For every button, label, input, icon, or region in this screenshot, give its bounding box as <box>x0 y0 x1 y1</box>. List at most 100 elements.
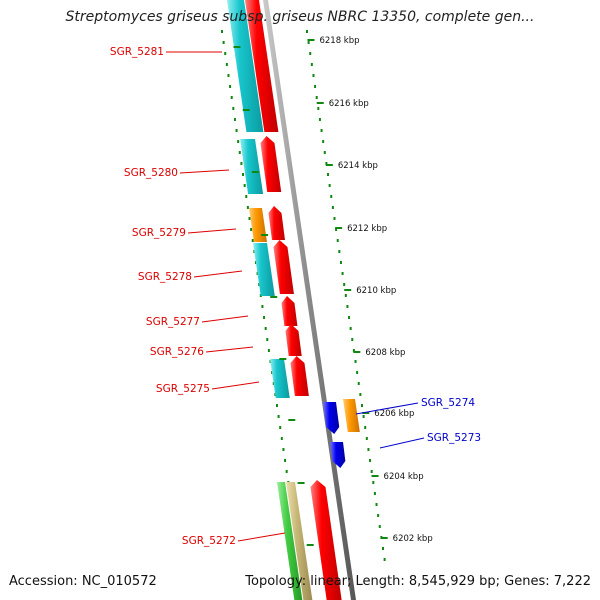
gene-block-sgr-5275 <box>270 359 290 398</box>
genome-backbone <box>263 0 356 600</box>
scale-dot <box>306 30 308 33</box>
scale-dot <box>245 195 248 198</box>
accession-text: Accession: NC_010572 <box>9 574 157 589</box>
scale-dot <box>377 514 380 517</box>
scale-dot <box>351 338 354 341</box>
leader-line <box>205 346 254 353</box>
cds-arrow-sgr-5278 <box>273 240 294 294</box>
gene-label-sgr-5275[interactable]: SGR_5275 <box>156 383 210 395</box>
scale-label: 6214 kbp <box>338 161 378 171</box>
gene-label-sgr-5272[interactable]: SGR_5272 <box>182 535 236 547</box>
gene-label-sgr-5278[interactable]: SGR_5278 <box>138 271 192 283</box>
scale-label: 6202 kbp <box>393 534 433 544</box>
scale-dot <box>359 393 362 396</box>
scale-dot <box>373 492 376 495</box>
scale-label: 6216 kbp <box>329 99 369 109</box>
scale-label: 6206 kbp <box>374 409 414 419</box>
scale-dot <box>331 206 334 209</box>
scale-dot <box>369 459 372 462</box>
gene-block-sgr-5279 <box>249 208 267 242</box>
scale-dot <box>341 272 344 275</box>
scale-dot <box>237 140 240 143</box>
scale-dot <box>263 316 266 319</box>
leader-line <box>237 532 286 542</box>
cds-block-sgr-5281 <box>245 0 279 132</box>
scale-dot <box>333 217 336 220</box>
scale-dot <box>242 173 245 176</box>
scale-dot <box>229 85 232 88</box>
leader-line <box>201 315 249 323</box>
gene-label-sgr-5273[interactable]: SGR_5273 <box>427 432 481 444</box>
scale-dot <box>282 448 285 451</box>
gene-block-sgr-5274 <box>343 399 360 432</box>
scale-dot <box>352 349 355 352</box>
gene-labels: SGR_5281 SGR_5280 SGR_5279 SGR_5278 SGR_5277… <box>110 46 481 547</box>
scale-ticks: 6218 kbp 6216 kbp 6214 kbp 6212 kbp 6210 kbp… <box>233 36 433 546</box>
scale-dot <box>221 30 223 33</box>
gene-label-sgr-5279[interactable]: SGR_5279 <box>132 227 186 239</box>
leader-line <box>355 402 419 415</box>
scale-dot <box>328 184 331 187</box>
scale-label: 6204 kbp <box>384 472 424 482</box>
scale-dot <box>360 404 363 407</box>
scale-dot <box>370 470 373 473</box>
scale-dot <box>322 140 325 143</box>
scale-dot <box>309 52 312 55</box>
scale-dot <box>354 360 357 363</box>
scale-dot <box>344 294 347 297</box>
scale-dot <box>356 371 359 374</box>
scale-dot <box>233 118 236 121</box>
scale-dot <box>267 349 270 352</box>
scale-dot <box>240 162 243 165</box>
cds-arrow-sgr-5275 <box>290 356 309 396</box>
gene-block-sgr-5281 <box>227 0 264 132</box>
scale-label: 6210 kbp <box>356 286 396 296</box>
scale-dot <box>284 459 287 462</box>
scale-dot <box>364 426 367 429</box>
scale-dot <box>325 162 328 165</box>
leader-line <box>211 381 260 390</box>
scale-dot <box>248 217 251 220</box>
scale-dot <box>375 503 378 506</box>
scale-dot <box>365 437 368 440</box>
scale-dot <box>357 382 360 385</box>
scale-dot <box>312 74 315 77</box>
cds-arrow-sgr-5273 <box>330 442 346 468</box>
leader-line <box>379 437 425 449</box>
gene-label-sgr-5280[interactable]: SGR_5280 <box>124 167 178 179</box>
gene-label-sgr-5276[interactable]: SGR_5276 <box>150 346 204 358</box>
right-dotted-line <box>306 30 386 561</box>
scale-label: 6212 kbp <box>347 224 387 234</box>
scale-dot <box>348 316 351 319</box>
scale-dot <box>336 239 339 242</box>
scale-label: 6218 kbp <box>319 36 359 46</box>
scale-dot <box>251 239 254 242</box>
scale-dot <box>238 151 241 154</box>
gene-label-sgr-5281[interactable]: SGR_5281 <box>110 46 164 58</box>
leader-line <box>179 169 230 174</box>
scale-dot <box>330 195 333 198</box>
cds-arrow-sgr-5280 <box>260 136 282 192</box>
scale-dot <box>285 470 288 473</box>
gene-label-sgr-5274[interactable]: SGR_5274 <box>421 397 475 409</box>
backbone-line <box>263 0 356 600</box>
scale-dot <box>266 338 269 341</box>
scale-dot <box>243 184 246 187</box>
gene-block-sgr-5280 <box>240 139 264 194</box>
scale-dot <box>381 547 384 550</box>
scale-dot <box>279 426 282 429</box>
scale-dot <box>275 404 278 407</box>
cds-arrow-sgr-5277 <box>281 296 298 326</box>
genome-summary: Topology: linear; Length: 8,545,929 bp; … <box>245 574 591 589</box>
scale-dot <box>338 250 341 253</box>
cds-arrow-sgr-5274 <box>323 402 340 434</box>
scale-dot <box>227 74 230 77</box>
gene-label-sgr-5277[interactable]: SGR_5277 <box>146 316 200 328</box>
gene-block-sgr-5272-green <box>277 482 303 600</box>
scale-dot <box>339 261 342 264</box>
scale-dot <box>225 63 228 66</box>
cds-arrow-sgr-5276 <box>285 324 302 356</box>
scale-dot <box>246 206 249 209</box>
cds-arrow-sgr-5272 <box>310 480 342 600</box>
